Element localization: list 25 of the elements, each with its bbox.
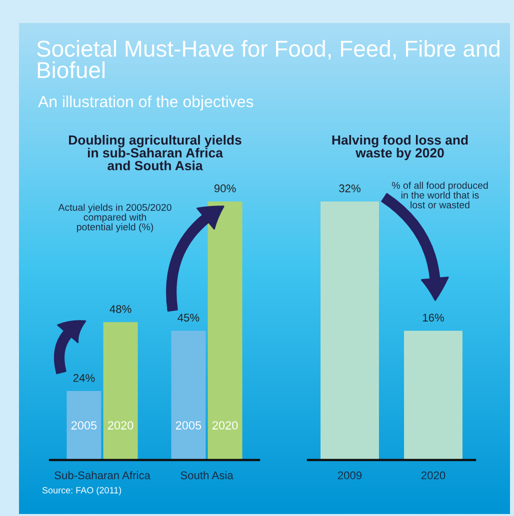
series-label: 2005 [71, 421, 97, 430]
text: 2005 [176, 421, 202, 430]
text: Societal Must-Have for Food, Feed, Fibre and Biofuel [37, 40, 500, 78]
annotation: % of all food produced in the world that is lost or wasted [392, 182, 488, 208]
text: An illustration of the objectives [38, 96, 254, 110]
bar [66, 391, 102, 460]
data-label: 24% [73, 374, 95, 382]
x-tick-label: 2009 [338, 471, 362, 480]
bar [171, 330, 206, 460]
data-label: 45% [178, 314, 200, 322]
chart-title: Doubling agricultural yields in sub-Saharan Africa and South Asia [69, 135, 242, 170]
data-label: 16% [422, 314, 444, 322]
data-label: 90% [214, 184, 236, 192]
x-tick-label: Sub-Saharan Africa [54, 471, 150, 480]
annotation: Actual yields in 2005/2020 compared with potential yield (%) [58, 204, 172, 232]
data-label: 48% [110, 305, 132, 313]
source-note: Source: FAO (2011) [42, 486, 122, 496]
category-label: 2020 [212, 421, 238, 430]
data-label: 32% [339, 184, 360, 192]
bar [103, 322, 138, 460]
chart-title: Halving food loss and waste by 2020 [332, 135, 468, 160]
x-tick-label: 2020 [421, 471, 446, 480]
bar [208, 201, 242, 460]
series-label: 2020 [108, 421, 134, 430]
x-tick-label: South Asia [180, 471, 234, 480]
